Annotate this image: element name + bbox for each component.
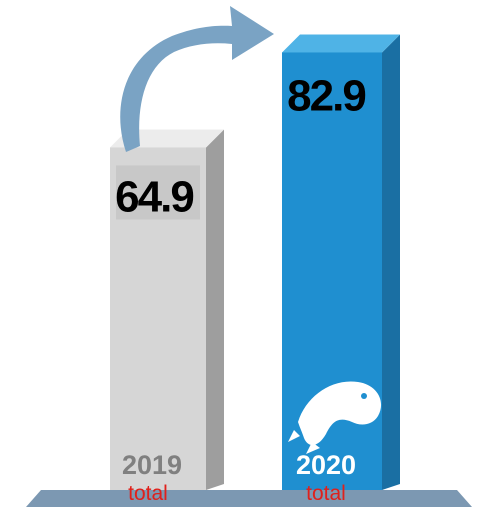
growth-arrow [120,6,275,152]
value-label-2020: 82.9 [287,71,365,120]
fish-body [298,381,382,446]
chart-base-platform [26,490,472,507]
category-label-2019: 2019 [122,450,182,480]
bar-2019-side [206,129,224,490]
sublabel-2019: total [128,482,168,505]
value-label-2019: 64.9 [115,172,193,221]
bar-2020-top [282,34,400,53]
category-label-2020: 2020 [296,450,356,480]
value-label-band [116,165,200,220]
bar-2020-side [382,34,400,490]
fish-fins [288,430,320,454]
fish-icon [288,381,382,454]
sublabel-2020: total [306,482,346,505]
fish-eye [361,393,367,399]
